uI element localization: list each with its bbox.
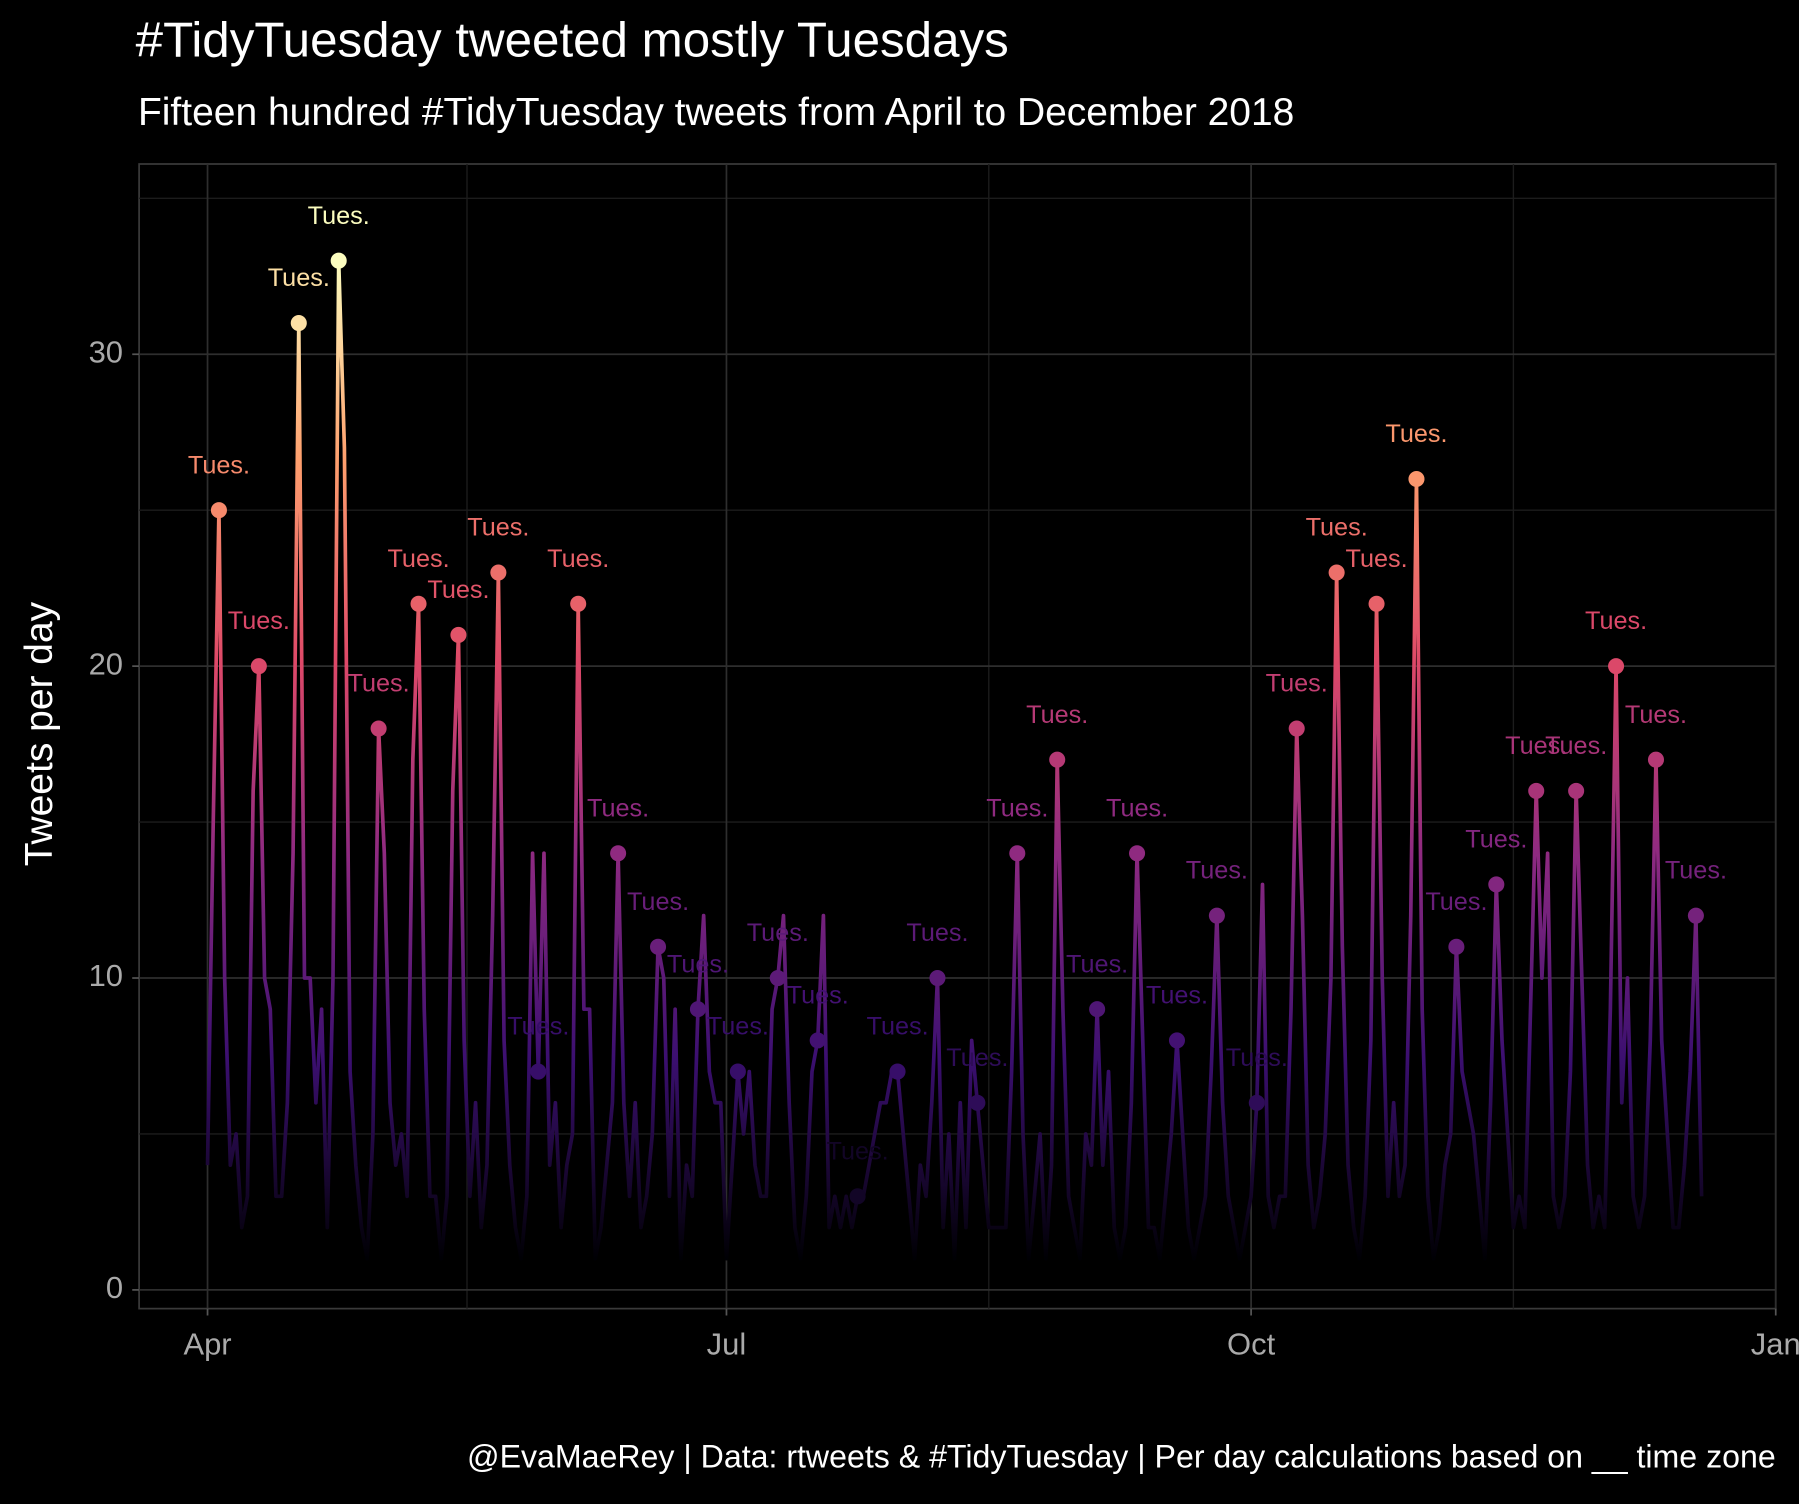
tuesday-point xyxy=(650,938,667,955)
chart-title: #TidyTuesday tweeted mostly Tuesdays xyxy=(136,13,1009,68)
tuesday-label: Tues. xyxy=(507,1013,569,1041)
tuesday-point xyxy=(250,658,267,675)
x-tick-label: Apr xyxy=(183,1327,231,1362)
tuesday-point xyxy=(969,1094,986,1111)
tuesday-point xyxy=(1089,1001,1106,1018)
tuesday-label: Tues. xyxy=(188,451,250,479)
tuesday-point xyxy=(1208,907,1225,924)
y-tick-label: 30 xyxy=(89,334,123,369)
tuesday-label: Tues. xyxy=(946,1044,1008,1072)
tuesday-label: Tues. xyxy=(308,202,370,230)
tuesday-label: Tues. xyxy=(1306,514,1368,542)
x-tick-label: Jul xyxy=(707,1327,747,1362)
tuesday-point xyxy=(290,315,307,332)
tuesday-point xyxy=(370,720,387,737)
tuesday-point xyxy=(210,502,227,519)
tuesday-label: Tues. xyxy=(348,670,410,698)
y-tick-label: 0 xyxy=(106,1270,123,1305)
tuesday-label: Tues. xyxy=(906,919,968,947)
tuesday-point xyxy=(1568,782,1585,799)
tuesday-label: Tues. xyxy=(1266,670,1328,698)
tuesday-point xyxy=(450,626,467,643)
x-tick-label: Jan xyxy=(1751,1327,1799,1362)
tuesday-point xyxy=(929,969,946,987)
tuesday-label: Tues. xyxy=(427,576,489,604)
tuesday-label: Tues. xyxy=(1186,857,1248,885)
tuesday-point xyxy=(570,595,587,612)
tuesday-label: Tues. xyxy=(866,1013,928,1041)
tuesday-label: Tues. xyxy=(667,950,729,978)
tuesday-point xyxy=(1687,907,1704,924)
tuesday-label: Tues. xyxy=(1146,981,1208,1009)
tuesday-point xyxy=(1049,751,1066,768)
tuesday-label: Tues. xyxy=(1345,545,1407,573)
tuesday-point xyxy=(1168,1032,1185,1049)
tuesday-point xyxy=(610,845,627,862)
tuesday-label: Tues. xyxy=(467,514,529,542)
tuesday-label: Tues. xyxy=(387,545,449,573)
tuesday-label: Tues. xyxy=(787,981,849,1009)
tuesday-point xyxy=(330,252,347,269)
tuesday-point xyxy=(1328,564,1345,581)
x-tick-label: Oct xyxy=(1227,1327,1276,1362)
tuesday-label: Tues. xyxy=(1665,857,1727,885)
tuesday-point xyxy=(1368,595,1385,612)
tuesday-label: Tues. xyxy=(986,794,1048,822)
tuesday-point xyxy=(729,1063,746,1080)
daily-tweets-line xyxy=(205,258,1704,1261)
tuesday-label: Tues. xyxy=(547,545,609,573)
tuesday-point xyxy=(1009,845,1026,862)
tuesday-point xyxy=(1647,751,1665,768)
tuesday-point xyxy=(1288,720,1305,737)
tuesday-label: Tues. xyxy=(1625,701,1687,729)
tuesday-label: Tues. xyxy=(627,888,689,916)
caption: @EvaMaeRey | Data: rtweets & #TidyTuesda… xyxy=(467,1438,1776,1474)
tuesday-label: Tues. xyxy=(1226,1044,1288,1072)
tuesday-point xyxy=(809,1032,826,1049)
tuesday-label: Tues. xyxy=(1465,826,1527,854)
tuesday-label: Tues. xyxy=(747,919,809,947)
tuesday-point xyxy=(410,595,427,612)
tuesday-label: Tues. xyxy=(1066,950,1128,978)
tuesday-label: Tues. xyxy=(268,264,330,292)
tuesday-point xyxy=(769,969,786,987)
y-tick-label: 10 xyxy=(89,958,123,993)
tuesday-point xyxy=(1608,658,1625,675)
tuesday-label: Tues. xyxy=(1425,888,1487,916)
tuesday-point xyxy=(1408,470,1425,488)
tuesday-label: Tues. xyxy=(1385,420,1447,448)
tuesday-point xyxy=(1248,1094,1265,1111)
tuesday-label: Tues. xyxy=(228,607,290,635)
y-tick-label: 20 xyxy=(89,646,123,681)
tuesday-point xyxy=(530,1063,547,1080)
tuesday-label: Tues. xyxy=(707,1013,769,1041)
chart-subtitle: Fifteen hundred #TidyTuesday tweets from… xyxy=(138,91,1294,134)
tuesday-label: Tues. xyxy=(587,794,649,822)
tuesday-label: Tues. xyxy=(1585,607,1647,635)
tuesday-point xyxy=(1129,845,1146,862)
tuesday-label: Tues. xyxy=(827,1137,889,1165)
tuesday-point xyxy=(689,1001,706,1018)
tuesday-label: Tues. xyxy=(1026,701,1088,729)
tuesday-label: Tues. xyxy=(1505,732,1567,760)
tuesday-point xyxy=(1488,876,1505,893)
tuesday-label: Tues. xyxy=(1106,794,1168,822)
tuesday-label: Tues. xyxy=(1545,732,1607,760)
tuesday-point xyxy=(849,1188,866,1205)
tuesday-point xyxy=(1448,938,1465,955)
y-axis-label: Tweets per day xyxy=(18,601,61,866)
tuesday-point xyxy=(490,564,507,581)
tuesday-point xyxy=(889,1063,906,1080)
tuesday-point xyxy=(1528,782,1545,799)
